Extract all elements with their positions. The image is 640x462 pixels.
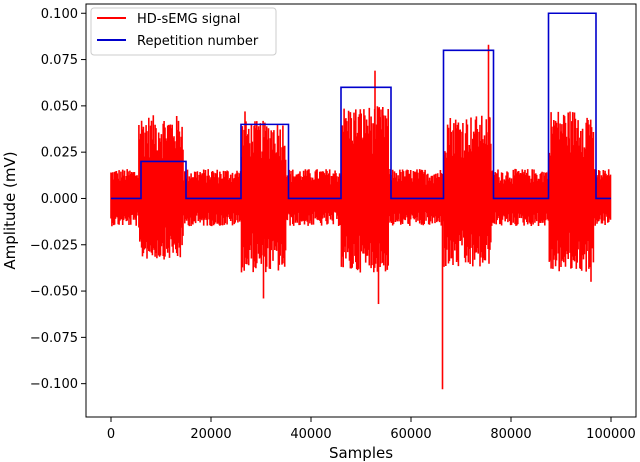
y-tick-label: 0.025 [41,146,78,161]
x-tick-label: 20000 [190,427,231,442]
legend: HD-sEMG signal Repetition number [90,7,277,56]
x-axis-label: Samples [329,444,393,462]
x-tick-label: 40000 [290,427,331,442]
y-tick-label: −0.075 [30,331,78,346]
x-tick-label: 0 [107,427,115,442]
repetition-number-line [111,12,611,200]
x-tick-label: 80000 [490,427,531,442]
y-tick-label: 0.050 [41,99,78,114]
y-tick-label: −0.050 [30,285,78,300]
y-tick-label: −0.025 [30,238,78,253]
y-tick-label: −0.100 [30,377,78,392]
x-axis-ticks: 0 20000 40000 60000 80000 100000 [107,417,636,442]
y-tick-label: 0.000 [41,192,78,207]
hd-semg-signal-series [110,44,612,390]
y-axis-ticks: 0.100 0.075 0.050 0.025 0.000 −0.025 −0.050 −0.… [30,7,86,392]
y-tick-label: 0.075 [41,53,78,68]
legend-label-repetition-number: Repetition number [137,34,259,49]
y-tick-label: 0.100 [41,7,78,22]
repetition-number-series [111,12,611,200]
x-tick-label: 60000 [390,427,431,442]
x-tick-label: 100000 [586,427,636,442]
plot-frame [85,3,637,418]
legend-label-hd-semg-signal: HD-sEMG signal [137,12,240,27]
legend-box [90,7,277,56]
y-axis-label: Amplitude (mV) [1,151,19,269]
